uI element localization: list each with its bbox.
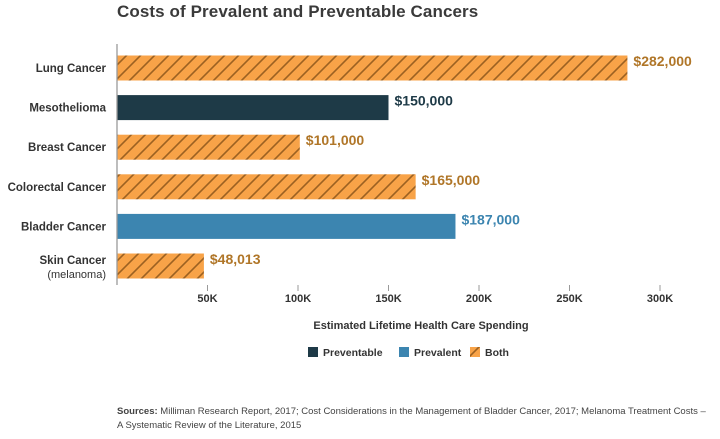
x-tick-label: 300K (647, 293, 673, 305)
bar-bladder-cancer (117, 213, 456, 239)
legend-swatch-both (470, 347, 480, 357)
x-axis-title: Estimated Lifetime Health Care Spending (313, 320, 528, 332)
legend-label: Prevalent (414, 347, 462, 359)
sources-note: Sources: Milliman Research Report, 2017;… (117, 405, 707, 433)
bar-colorectal-cancer (117, 174, 416, 200)
sources-label: Sources: (117, 406, 158, 417)
x-tick-label: 250K (556, 293, 582, 305)
category-label: Skin Cancer (40, 255, 107, 267)
value-label: $150,000 (395, 93, 454, 109)
bars-layer (117, 55, 628, 279)
legend-label: Both (485, 347, 509, 359)
sources-text: Milliman Research Report, 2017; Cost Con… (117, 406, 706, 431)
x-tick-label: 100K (285, 293, 311, 305)
x-tick-label: 50K (197, 293, 217, 305)
legend: Preventable Prevalent Both (308, 347, 509, 359)
bar-lung-cancer (117, 55, 628, 81)
value-label: $101,000 (306, 132, 365, 148)
value-label: $165,000 (422, 172, 481, 188)
category-sublabel: (melanoma) (47, 269, 106, 281)
labels-layer: Lung Cancer $282,000 Mesothelioma $150,000 B… (8, 53, 692, 281)
axis-layer: 50K 100K 150K 200K 250K 300K (116, 44, 673, 305)
category-label: Colorectal Cancer (8, 182, 107, 194)
value-label: $187,000 (461, 211, 520, 227)
x-tick-label: 150K (375, 293, 401, 305)
bar-skin-cancer (117, 253, 204, 279)
category-label: Bladder Cancer (21, 221, 107, 233)
chart-title: Costs of Prevalent and Preventable Cance… (117, 2, 479, 21)
bar-breast-cancer (117, 134, 300, 160)
x-tick-label: 200K (466, 293, 492, 305)
value-label: $48,013 (210, 251, 261, 267)
legend-swatch-preventable (308, 347, 318, 357)
legend-label: Preventable (323, 347, 383, 359)
bar-mesothelioma (117, 95, 389, 121)
legend-swatch-prevalent (399, 347, 409, 357)
value-label: $282,000 (633, 53, 692, 69)
category-label: Lung Cancer (36, 63, 107, 75)
category-label: Breast Cancer (28, 142, 107, 154)
bar-chart: 50K 100K 150K 200K 250K 300K Lung Cancer $282,… (8, 44, 692, 359)
category-label: Mesothelioma (29, 103, 106, 115)
